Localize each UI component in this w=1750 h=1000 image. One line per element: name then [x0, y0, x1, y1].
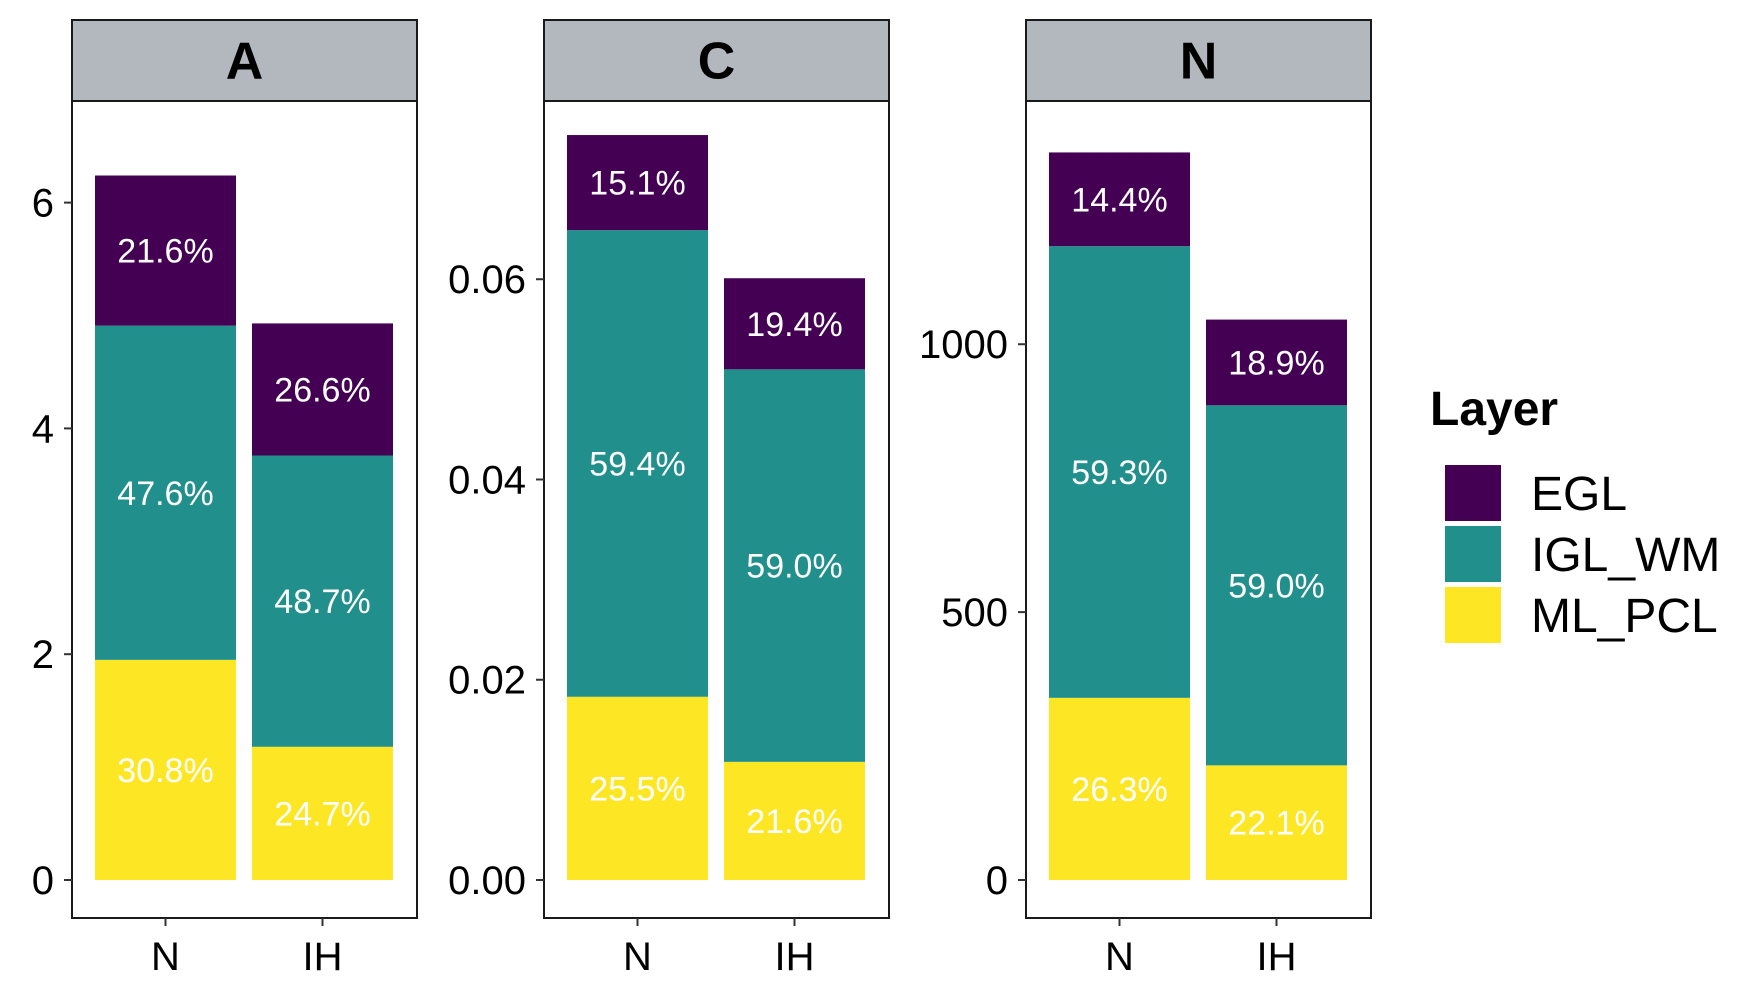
y-tick-label: 4 — [32, 407, 54, 451]
data-label: 21.6% — [117, 233, 213, 271]
y-tick-label: 1000 — [919, 323, 1008, 367]
facet-panels: A 0 2 4 6 30.8% 47.6% 21.6% N 24.7% 48.7% 26.6% IH C 0… — [32, 19, 1372, 979]
legend-label: ML_PCL — [1531, 590, 1718, 643]
legend-items: EGL IGL_WM ML_PCL — [1445, 465, 1720, 643]
data-label: 15.1% — [589, 165, 685, 203]
data-label: 59.0% — [746, 548, 842, 586]
legend-key-igl-wm — [1445, 526, 1501, 582]
panel-n: N 0 500 1000 26.3% 59.3% 14.4% N 22.1% 59.0% 18.9%… — [919, 19, 1372, 979]
legend-title: Layer — [1430, 383, 1558, 436]
facet-strip — [543, 19, 890, 102]
x-tick-label: N — [1105, 935, 1134, 979]
bar-segment-egl-ih — [724, 278, 865, 370]
bar-segment-egl-n — [567, 135, 708, 231]
legend-key-ml-pcl — [1445, 587, 1501, 643]
facet-strip-label: C — [698, 33, 736, 91]
facet-strip-label: A — [226, 33, 264, 91]
data-label: 18.9% — [1228, 344, 1324, 382]
bar-segment-igl-wm-ih — [1206, 405, 1347, 766]
legend-label: IGL_WM — [1531, 529, 1720, 582]
data-label: 14.4% — [1071, 181, 1167, 219]
bar-segment-igl-wm-n — [1049, 246, 1190, 698]
data-label: 47.6% — [117, 475, 213, 513]
data-label: 26.3% — [1071, 771, 1167, 809]
facet-strip — [71, 19, 418, 102]
bar-segment-egl-n — [95, 175, 236, 326]
legend: Layer EGL IGL_WM ML_PCL — [1430, 383, 1720, 643]
panel-border — [71, 100, 418, 919]
data-label: 21.6% — [746, 803, 842, 841]
data-label: 25.5% — [589, 770, 685, 808]
bar-segment-igl-wm-n — [95, 325, 236, 660]
panel-a: A 0 2 4 6 30.8% 47.6% 21.6% N 24.7% 48.7% 26.6% IH — [32, 19, 418, 979]
bar-segment-ml-pcl-ih — [252, 746, 393, 880]
bar-segment-igl-wm-ih — [724, 369, 865, 762]
y-tick-label: 0.06 — [448, 258, 526, 302]
x-tick-label: IH — [303, 935, 343, 979]
data-label: 59.4% — [589, 445, 685, 483]
y-tick-label: 500 — [941, 591, 1008, 635]
y-tick-label: 2 — [32, 633, 54, 677]
data-label: 59.0% — [1228, 567, 1324, 605]
x-tick-label: N — [623, 935, 652, 979]
facet-strip — [1025, 19, 1372, 102]
bar-segment-ml-pcl-n — [1049, 697, 1190, 880]
data-label: 26.6% — [274, 371, 370, 409]
data-label: 19.4% — [746, 306, 842, 344]
bar-segment-egl-ih — [1206, 319, 1347, 406]
y-tick-label: 0 — [32, 859, 54, 903]
y-tick-label: 0.04 — [448, 458, 526, 502]
y-tick-label: 0.02 — [448, 659, 526, 703]
facet-strip-label: N — [1180, 33, 1218, 91]
y-tick-label: 0.00 — [448, 859, 526, 903]
panel-border — [1025, 100, 1372, 919]
panel-border — [543, 100, 890, 919]
bar-segment-egl-ih — [252, 323, 393, 456]
bar-segment-igl-wm-n — [567, 230, 708, 697]
x-tick-label: IH — [775, 935, 815, 979]
y-tick-label: 0 — [986, 859, 1008, 903]
panel-c: C 0.00 0.02 0.04 0.06 25.5% 59.4% 15.1% N 21.6% 59… — [448, 19, 890, 979]
data-label: 48.7% — [274, 583, 370, 621]
bar-segment-ml-pcl-n — [567, 696, 708, 880]
x-tick-label: N — [151, 935, 180, 979]
bar-segment-ml-pcl-n — [95, 659, 236, 880]
x-tick-label: IH — [1257, 935, 1297, 979]
legend-label: EGL — [1531, 468, 1627, 521]
data-label: 30.8% — [117, 752, 213, 790]
bar-segment-ml-pcl-ih — [1206, 765, 1347, 880]
legend-key-egl — [1445, 465, 1501, 521]
data-label: 24.7% — [274, 795, 370, 833]
bar-segment-igl-wm-ih — [252, 455, 393, 747]
data-label: 59.3% — [1071, 454, 1167, 492]
data-label: 22.1% — [1228, 805, 1324, 843]
y-tick-label: 6 — [32, 182, 54, 226]
bar-segment-egl-n — [1049, 152, 1190, 247]
bar-segment-ml-pcl-ih — [724, 761, 865, 880]
